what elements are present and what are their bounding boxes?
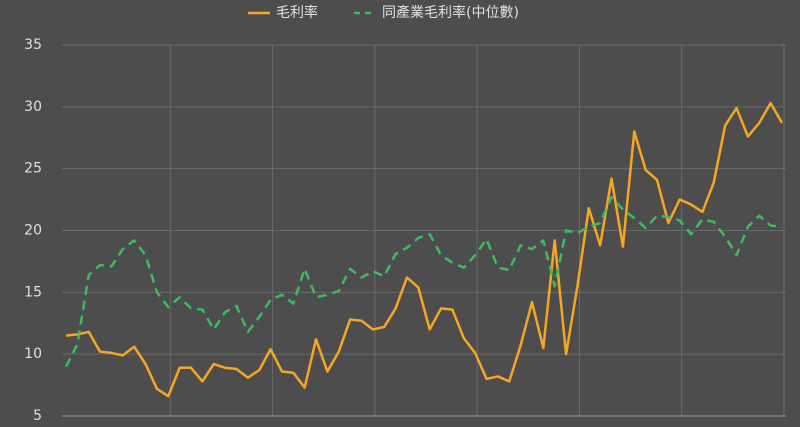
y-tick-label: 5 [33,408,42,424]
y-tick-label: 10 [24,346,42,362]
y-tick-label: 35 [24,37,42,53]
y-tick-label: 30 [24,99,42,115]
legend-label: 同產業毛利率(中位數) [382,4,519,21]
y-tick-label: 15 [24,284,42,300]
legend-label: 毛利率 [276,4,318,21]
y-tick-label: 25 [24,161,42,177]
series-line [65,101,784,398]
series-line [64,195,783,368]
y-tick-label: 20 [24,223,42,239]
